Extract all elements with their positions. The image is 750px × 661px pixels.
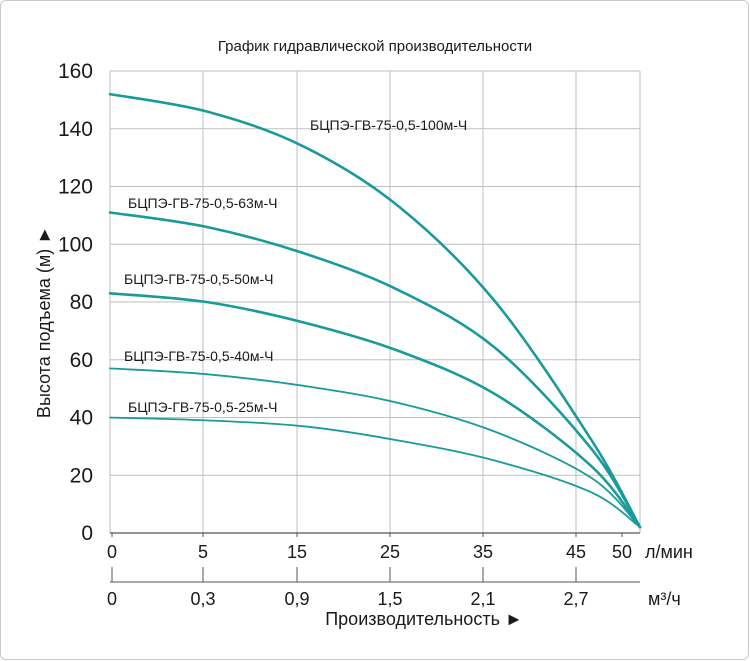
curve-4 [109, 367, 641, 529]
x-tick-label-m3h: 0,3 [190, 589, 215, 609]
y-tick-label: 40 [70, 407, 93, 430]
y-tick-label: 120 [58, 176, 93, 199]
series-label-4: БЦПЭ-ГВ-75-0,5-40м-Ч [124, 348, 273, 364]
curve-3 [108, 292, 642, 529]
y-tick-label: 80 [70, 291, 93, 314]
curve-2 [108, 211, 642, 529]
x-tick-labels-m3h: 0 0,3 0,9 1,5 2,1 2,7 [107, 589, 589, 609]
x-unit-lmin: л/мин [645, 542, 693, 562]
x-tick-label-lmin: 35 [473, 542, 493, 562]
x-tick-label-m3h: 0,9 [284, 589, 309, 609]
y-tick-label: 60 [70, 349, 93, 372]
y-tick-labels: 0 20 40 60 80 100 120 140 160 [58, 60, 93, 545]
x-tick-label-m3h: 2,1 [470, 589, 495, 609]
series-label-2: БЦПЭ-ГВ-75-0,5-63м-Ч [128, 195, 277, 211]
x-tick-label-m3h: 2,7 [563, 589, 588, 609]
y-tick-label: 20 [70, 464, 93, 487]
x-tick-label-lmin: 45 [566, 542, 586, 562]
curve-5 [109, 416, 641, 529]
y-tick-label: 160 [58, 60, 93, 83]
series-labels: БЦПЭ-ГВ-75-0,5-100м-Ч БЦПЭ-ГВ-75-0,5-63м-… [124, 117, 467, 415]
x-axis-label: Производительность ► [325, 609, 523, 629]
x-tick-label-lmin: 25 [380, 542, 400, 562]
y-tick-label: 0 [81, 522, 93, 545]
curve-1 [108, 92, 642, 529]
x-tick-label-lmin: 15 [287, 542, 307, 562]
x-tick-label-m3h: 1,5 [377, 589, 402, 609]
x-tick-labels-lmin: 0 5 15 25 35 45 50 [107, 542, 632, 562]
y-tick-label: 140 [58, 118, 93, 141]
x-tick-label-lmin: 5 [198, 542, 208, 562]
x-unit-m3h: м³/ч [648, 589, 681, 609]
x-tick-label-m3h: 0 [107, 589, 117, 609]
series-label-1: БЦПЭ-ГВ-75-0,5-100м-Ч [310, 117, 467, 133]
axes [110, 532, 640, 583]
y-tick-label: 100 [58, 233, 93, 256]
x-tick-label-lmin: 50 [612, 542, 632, 562]
x-tick-label-lmin: 0 [107, 542, 117, 562]
y-axis-label: Высота подъема (м) ► [34, 226, 54, 418]
series-label-5: БЦПЭ-ГВ-75-0,5-25м-Ч [128, 399, 277, 415]
series-label-3: БЦПЭ-ГВ-75-0,5-50м-Ч [124, 271, 273, 287]
performance-curves [108, 92, 642, 529]
chart-title: График гидравлической производительности [218, 38, 532, 55]
grid-lines [109, 70, 641, 534]
